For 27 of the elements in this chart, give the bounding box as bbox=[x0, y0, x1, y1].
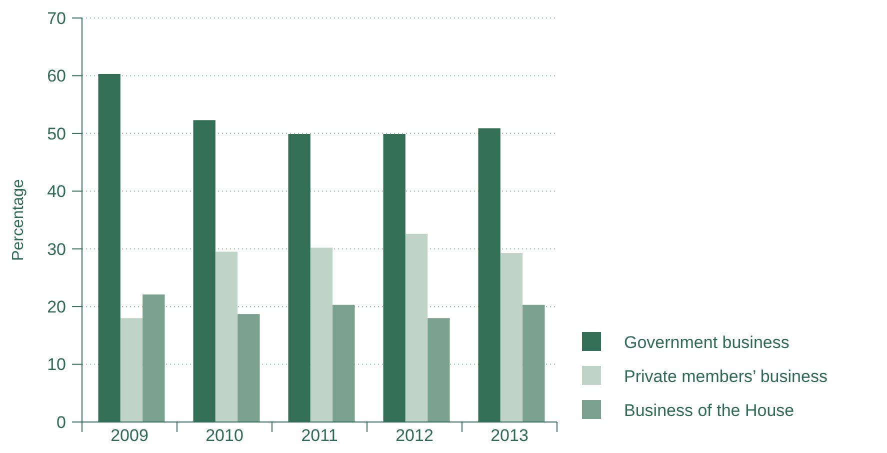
y-tick-label: 10 bbox=[47, 355, 66, 374]
x-tick-label: 2011 bbox=[301, 426, 338, 445]
bar bbox=[522, 304, 545, 422]
bar bbox=[405, 234, 428, 422]
y-tick-label: 50 bbox=[47, 124, 66, 144]
bar bbox=[238, 314, 260, 422]
legend-label: Business of the House bbox=[624, 400, 794, 420]
bar bbox=[428, 318, 450, 422]
legend-label: Government business bbox=[624, 332, 790, 352]
y-tick-label: 30 bbox=[47, 240, 66, 259]
bar bbox=[120, 318, 143, 422]
x-tick-label: 2009 bbox=[110, 426, 148, 445]
y-tick-label: 60 bbox=[47, 66, 66, 86]
y-tick-label: 0 bbox=[56, 412, 66, 432]
bar bbox=[500, 252, 523, 422]
y-tick-label: 40 bbox=[47, 182, 66, 202]
y-tick-label: 70 bbox=[47, 8, 66, 28]
bar bbox=[310, 248, 333, 422]
x-tick-label: 2010 bbox=[206, 426, 244, 445]
y-axis-title: Percentage bbox=[10, 178, 27, 261]
legend-label: Private members’ business bbox=[624, 366, 828, 386]
y-tick-label: 20 bbox=[47, 298, 66, 317]
bar bbox=[142, 294, 165, 422]
bar bbox=[332, 304, 355, 422]
x-tick-label: 2012 bbox=[396, 426, 434, 445]
bar bbox=[215, 252, 238, 422]
x-tick-label: 2013 bbox=[490, 426, 528, 445]
